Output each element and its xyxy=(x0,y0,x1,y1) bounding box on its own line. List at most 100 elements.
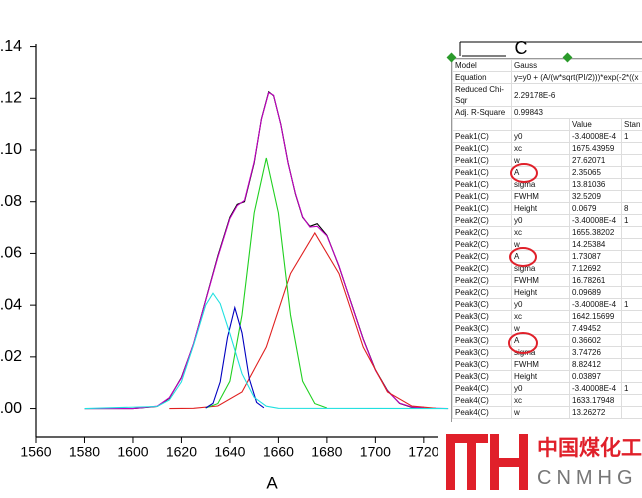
table-cell: Peak1(C) xyxy=(453,143,512,155)
table-cell: 1.73087 xyxy=(570,251,622,263)
table-cell: A xyxy=(512,167,570,179)
table-cell xyxy=(622,395,642,407)
y-tick-label: .12 xyxy=(0,90,22,107)
x-tick-label: 1580 xyxy=(69,444,100,460)
table-cell: Height xyxy=(512,203,570,215)
table-cell: Peak1(C) xyxy=(453,191,512,203)
table-cell: xc xyxy=(512,395,570,407)
table-cell: 8 xyxy=(622,203,642,215)
table-cell: 13.26272 xyxy=(570,407,622,419)
table-cell: Peak3(C) xyxy=(453,371,512,383)
table-cell: 1 xyxy=(622,215,642,227)
header-cell: Value xyxy=(570,119,622,131)
table-cell: 0.09689 xyxy=(570,287,622,299)
table-cell: FWHM xyxy=(512,359,570,371)
table-cell xyxy=(622,251,642,263)
table-cell: Peak4(C) xyxy=(453,395,512,407)
x-tick-label: 1640 xyxy=(214,444,245,460)
table-cell: 1633.17948 xyxy=(570,395,622,407)
x-tick-label: 1600 xyxy=(117,444,148,460)
table-cell: Peak3(C) xyxy=(453,323,512,335)
table-cell: 1655.38202 xyxy=(570,227,622,239)
table-cell xyxy=(622,335,642,347)
table-cell: sigma xyxy=(512,263,570,275)
table-cell: Peak1(C) xyxy=(453,179,512,191)
table-cell: 3.74726 xyxy=(570,347,622,359)
table-cell: w xyxy=(512,239,570,251)
table-cell: Peak1(C) xyxy=(453,155,512,167)
table-cell: Peak4(C) xyxy=(453,407,512,419)
info-value: y=y0 + (A/(w*sqrt(PI/2)))*exp(-2*((x xyxy=(512,72,642,84)
y-tick-label: .10 xyxy=(0,141,22,158)
series-line xyxy=(206,308,264,408)
table-cell: y0 xyxy=(512,383,570,395)
table-cell xyxy=(622,311,642,323)
header-cell xyxy=(453,119,512,131)
header-cell xyxy=(512,119,570,131)
table-cell: Peak3(C) xyxy=(453,359,512,371)
table-cell xyxy=(622,407,642,419)
table-cell: Peak2(C) xyxy=(453,239,512,251)
x-tick-label: 1560 xyxy=(20,444,51,460)
table-cell: Peak2(C) xyxy=(453,275,512,287)
table-cell: 1675.43959 xyxy=(570,143,622,155)
table-cell xyxy=(622,239,642,251)
table-cell xyxy=(622,371,642,383)
table-cell xyxy=(622,227,642,239)
x-axis-label: A xyxy=(266,473,278,492)
info-label: Equation xyxy=(453,72,512,84)
table-cell xyxy=(622,323,642,335)
table-cell: sigma xyxy=(512,179,570,191)
table-cell xyxy=(622,347,642,359)
table-cell: Peak3(C) xyxy=(453,347,512,359)
table-cell: Peak1(C) xyxy=(453,203,512,215)
table-cell: Peak4(C) xyxy=(453,383,512,395)
table-cell xyxy=(622,143,642,155)
table-cell: Peak2(C) xyxy=(453,251,512,263)
series-line xyxy=(85,93,449,409)
table-cell: 7.49452 xyxy=(570,323,622,335)
x-tick-label: 1720 xyxy=(408,444,439,460)
y-tick-label: .02 xyxy=(0,348,22,365)
y-tick-label: .04 xyxy=(0,296,22,313)
table-cell: 7.12692 xyxy=(570,263,622,275)
table-cell: 1 xyxy=(622,383,642,395)
table-cell: Height xyxy=(512,287,570,299)
table-cell: Peak2(C) xyxy=(453,227,512,239)
table-cell: Peak3(C) xyxy=(453,299,512,311)
table-cell: 0.03897 xyxy=(570,371,622,383)
table-cell: FWHM xyxy=(512,275,570,287)
table-cell: w xyxy=(512,155,570,167)
table-cell: w xyxy=(512,407,570,419)
series-line xyxy=(206,158,327,408)
table-cell xyxy=(622,359,642,371)
table-cell: 0.0679 xyxy=(570,203,622,215)
table-cell: 1 xyxy=(622,299,642,311)
table-cell: 27.62071 xyxy=(570,155,622,167)
x-tick-label: 1700 xyxy=(360,444,391,460)
table-cell xyxy=(622,263,642,275)
table-cell: -3.40008E-4 xyxy=(570,299,622,311)
table-cell xyxy=(622,167,642,179)
